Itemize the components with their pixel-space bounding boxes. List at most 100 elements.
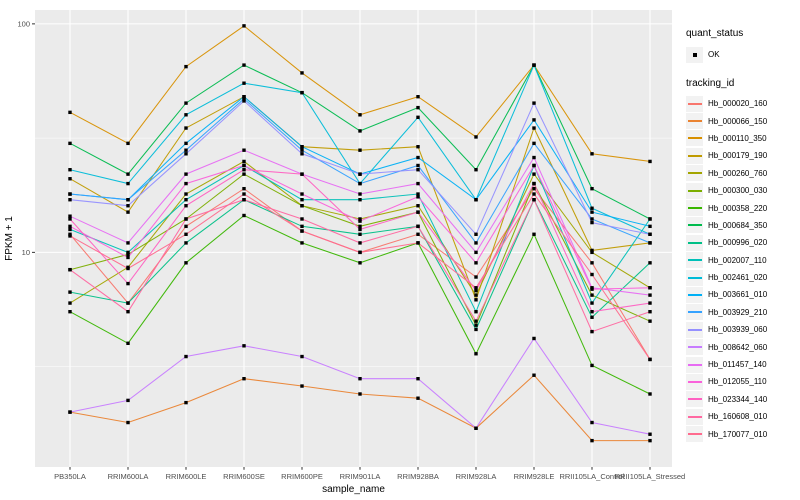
data-point (126, 210, 130, 214)
data-point (68, 290, 72, 294)
data-point (184, 400, 188, 405)
data-point (300, 172, 304, 176)
data-point (184, 126, 188, 130)
data-point (68, 177, 72, 181)
line-swatch-icon (687, 311, 702, 314)
data-point (416, 376, 420, 381)
data-point (242, 344, 246, 348)
data-point (184, 241, 188, 245)
x-tick-label: RRIM600LA (108, 472, 149, 481)
data-point (648, 224, 652, 229)
data-point (184, 172, 188, 176)
x-tick-label: RRIM928BA (397, 472, 439, 481)
data-point (648, 319, 652, 323)
legend-label: Hb_000020_160 (708, 99, 768, 109)
data-point (590, 420, 594, 425)
data-point (242, 172, 246, 176)
data-point (242, 186, 246, 191)
legend-key-swatch (686, 373, 703, 390)
data-point (474, 288, 478, 293)
line-swatch-icon (687, 363, 702, 366)
legend-item-Hb_008642_060: Hb_008642_060 (686, 338, 798, 356)
data-point (648, 261, 652, 265)
x-tick-label: RRII105LA_Stressed (615, 472, 685, 481)
data-point (68, 214, 72, 218)
data-point (126, 266, 130, 271)
data-point (358, 113, 362, 117)
legend-item-Hb_000260_760: Hb_000260_760 (686, 165, 798, 182)
data-point (184, 232, 188, 236)
legend-label: Hb_003661_010 (708, 290, 768, 300)
legend-label: Hb_002461_020 (708, 273, 768, 283)
x-tick-label: RRII105LA_Control (559, 472, 624, 481)
data-point (184, 181, 188, 186)
legend-label: Hb_000110_350 (708, 133, 767, 143)
legend-item-Hb_011457_140: Hb_011457_140 (686, 356, 798, 373)
data-point (532, 141, 536, 146)
data-point (242, 168, 246, 172)
line-swatch-icon (687, 259, 702, 262)
data-point (590, 206, 594, 210)
x-tick-label: RRIM600LE (166, 472, 207, 481)
data-point (184, 354, 188, 359)
data-point (184, 204, 188, 208)
data-point (648, 159, 652, 164)
legend-key-swatch (686, 339, 703, 356)
data-point (242, 24, 246, 28)
data-point (126, 301, 130, 305)
data-point (184, 148, 188, 152)
legend-key-swatch (686, 304, 703, 321)
data-point (416, 195, 420, 199)
data-point (416, 95, 420, 99)
data-point (648, 301, 652, 305)
data-point (648, 392, 652, 396)
legend-key-swatch (686, 182, 703, 199)
legend-key-swatch (686, 286, 703, 303)
data-point (358, 181, 362, 186)
data-point (300, 148, 304, 152)
data-point (648, 241, 652, 245)
legend-tracking-list: Hb_000020_160 Hb_000066_150 Hb_000110_350 H… (686, 95, 798, 443)
data-point (474, 352, 478, 356)
data-point (532, 126, 536, 130)
data-point (474, 286, 478, 290)
x-tick-label: PB350LA (54, 472, 86, 481)
data-point (300, 204, 304, 208)
legend-label: Hb_000996_020 (708, 238, 768, 248)
data-point (416, 155, 420, 160)
data-point (416, 115, 420, 120)
data-point (126, 255, 130, 260)
legend-key-swatch (686, 408, 703, 425)
data-point (590, 210, 594, 214)
data-point (532, 373, 536, 377)
data-point (358, 392, 362, 396)
data-point (358, 172, 362, 176)
line-swatch-icon (687, 207, 702, 210)
legend-label: Hb_000179_190 (708, 151, 768, 161)
data-point (300, 217, 304, 221)
data-point (242, 163, 246, 168)
legend-title-tracking-id: tracking_id (686, 78, 735, 89)
data-point (474, 250, 478, 255)
data-point (416, 204, 420, 208)
legend-label: Hb_000260_760 (708, 168, 768, 178)
x-tick-label: RRIM928LE (514, 472, 555, 481)
data-point (648, 357, 652, 362)
data-point (126, 172, 130, 176)
data-point (648, 293, 652, 297)
data-point (242, 81, 246, 85)
data-point (242, 376, 246, 381)
legend-item-Hb_000684_350: Hb_000684_350 (686, 217, 798, 234)
data-point (358, 192, 362, 196)
data-point (300, 229, 304, 233)
data-point (242, 63, 246, 67)
data-point (416, 163, 420, 168)
data-point (242, 97, 246, 101)
legend-key-swatch (686, 252, 703, 269)
data-point (126, 250, 130, 255)
legend-item-Hb_003929_210: Hb_003929_210 (686, 304, 798, 321)
line-swatch-icon (687, 172, 702, 175)
y-tick-label: 100 (17, 19, 30, 28)
data-point (590, 248, 594, 253)
data-point (590, 220, 594, 225)
